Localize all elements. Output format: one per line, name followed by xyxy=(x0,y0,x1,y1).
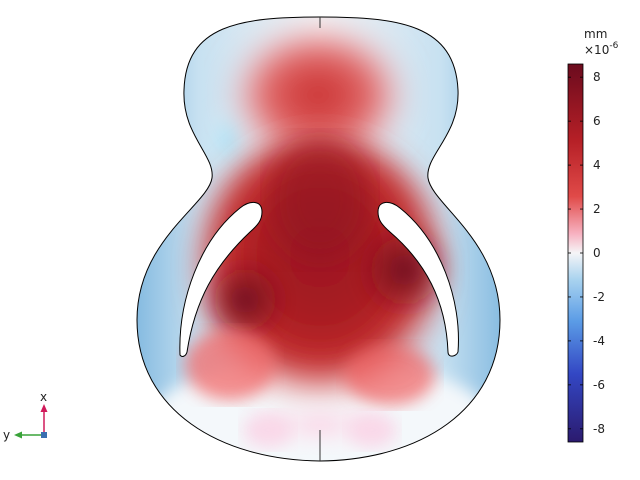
colorbar-tick-label: -2 xyxy=(593,290,605,304)
colorbar: mm ×10-6 8 6 4 2 0 -2 -4 -6 -8 xyxy=(567,27,619,443)
axis-origin xyxy=(41,432,47,438)
colorbar-tick-label: 4 xyxy=(593,158,601,172)
y-axis-label: y xyxy=(3,428,10,442)
colorbar-ticks: 8 6 4 2 0 -2 -4 -6 -8 xyxy=(568,70,605,436)
colorbar-tick-label: 0 xyxy=(593,246,601,260)
guitar-displacement-plot xyxy=(137,17,500,461)
left-f-hole xyxy=(179,202,263,357)
colorbar-tick-label: -6 xyxy=(593,378,605,392)
colorbar-tick-label: 2 xyxy=(593,202,601,216)
axis-triad: x y xyxy=(3,390,48,442)
x-axis-label: x xyxy=(40,390,47,404)
colorbar-multiplier: ×10-6 xyxy=(584,41,619,57)
y-axis-arrowhead xyxy=(14,431,22,439)
colorbar-tick-label: -8 xyxy=(593,422,605,436)
x-axis-arrowhead xyxy=(40,404,48,412)
colorbar-tick-label: 6 xyxy=(593,114,601,128)
colorbar-unit: mm xyxy=(584,27,607,41)
colorbar-tick-label: -4 xyxy=(593,334,605,348)
right-f-hole xyxy=(377,202,459,357)
colorbar-tick-label: 8 xyxy=(593,70,601,84)
